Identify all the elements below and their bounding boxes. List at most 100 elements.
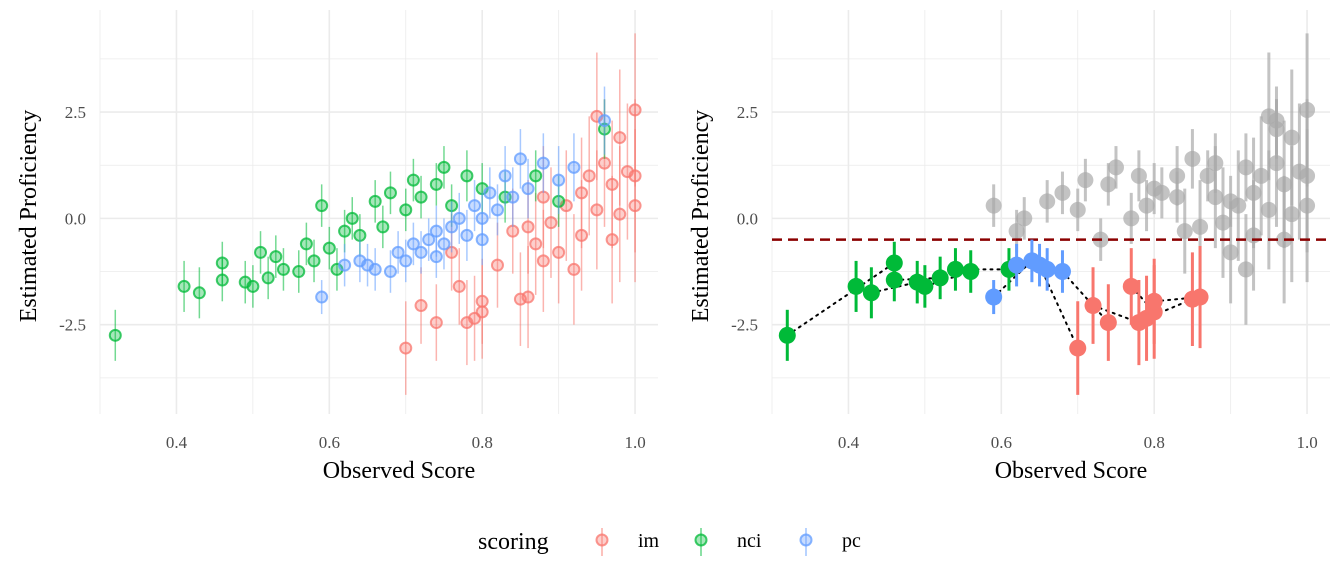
left-point-nci <box>215 273 229 287</box>
left-point-im <box>475 294 489 308</box>
left-point-im <box>613 131 627 145</box>
left-point-im <box>590 203 604 217</box>
right-point-nci <box>885 271 903 289</box>
right-point-background <box>1039 193 1056 210</box>
legend-key-point-nci <box>694 533 708 547</box>
left-point-pc <box>422 233 436 247</box>
right-point-im <box>1084 297 1102 315</box>
left-point-im <box>536 190 550 204</box>
right-point-nci <box>962 263 980 281</box>
left-point-nci <box>254 245 268 259</box>
left-y-tick-label: 0.0 <box>65 209 86 228</box>
left-point-nci <box>345 211 359 225</box>
right-point-background <box>1123 210 1140 227</box>
left-x-axis-title: Observed Score <box>323 458 476 484</box>
right-point-background <box>985 197 1002 214</box>
left-point-pc <box>490 203 504 217</box>
left-series-pc <box>315 86 611 315</box>
right-y-tick-label: 2.5 <box>737 103 758 122</box>
left-x-tick-label: 0.4 <box>166 433 188 452</box>
left-point-pc <box>437 237 451 251</box>
right-point-background <box>1184 150 1201 167</box>
right-point-im <box>1145 292 1163 310</box>
right-point-background <box>1069 201 1086 218</box>
legend-item-im: im <box>595 528 660 556</box>
left-point-nci <box>429 177 443 191</box>
right-x-axis-title: Observed Score <box>995 458 1148 484</box>
left-point-nci <box>108 328 122 342</box>
left-point-pc <box>552 173 566 187</box>
left-point-pc <box>383 265 397 279</box>
left-point-im <box>521 220 535 234</box>
right-point-background <box>1214 214 1231 231</box>
left-point-im <box>452 279 466 293</box>
legend-item-pc: pc <box>799 528 861 556</box>
left-point-pc <box>429 224 443 238</box>
left-point-nci <box>269 250 283 264</box>
right-point-background <box>1222 244 1239 261</box>
legend-label-im: im <box>638 530 660 552</box>
right-connector-line <box>786 262 896 337</box>
left-x-tick-label: 0.8 <box>472 433 493 452</box>
right-y-tick-label: 0.0 <box>737 209 758 228</box>
left-point-nci <box>414 190 428 204</box>
right-point-background <box>1260 108 1277 125</box>
right-point-background <box>1176 223 1193 240</box>
left-point-pc <box>597 114 611 128</box>
right-point-nci <box>916 277 934 295</box>
left-point-pc <box>391 245 405 259</box>
right-point-background <box>1207 189 1224 206</box>
left-point-pc <box>452 211 466 225</box>
left-point-pc <box>536 156 550 170</box>
legend-item-nci: nci <box>694 528 762 556</box>
right-point-background <box>1237 261 1254 278</box>
right-point-background <box>1245 227 1262 244</box>
left-y-axis-title: Estimated Proficiency <box>16 110 42 323</box>
left-point-im <box>552 245 566 259</box>
left-point-nci <box>368 194 382 208</box>
right-point-background <box>1192 218 1209 235</box>
legend-key-point-im <box>595 533 609 547</box>
right-y-axis-title: Estimated Proficiency <box>688 110 714 323</box>
left-point-pc <box>414 245 428 259</box>
right-point-nci <box>862 284 880 302</box>
left-point-im <box>399 341 413 355</box>
left-point-pc <box>406 237 420 251</box>
left-point-nci <box>529 169 543 183</box>
left-point-nci <box>299 237 313 251</box>
left-point-nci <box>460 169 474 183</box>
legend: scoring im nci pc <box>478 528 861 556</box>
left-point-im <box>613 207 627 221</box>
right-point-background <box>1237 159 1254 176</box>
right-point-background <box>1230 197 1247 214</box>
right-panel: 0.4 0.6 0.8 1.0 -2.5 0.0 2.5 Observed Score Esti… <box>688 10 1330 484</box>
right-point-pc <box>1038 260 1056 278</box>
right-point-background <box>1299 167 1316 184</box>
left-point-im <box>536 254 550 268</box>
legend-key-point-pc <box>799 533 813 547</box>
left-x-tick-label: 1.0 <box>624 433 645 452</box>
left-point-nci <box>437 160 451 174</box>
left-point-im <box>529 237 543 251</box>
right-point-background <box>1130 167 1147 184</box>
left-point-im <box>490 258 504 272</box>
left-point-pc <box>475 233 489 247</box>
left-point-im <box>628 169 642 183</box>
right-point-background <box>1283 206 1300 223</box>
right-gridlines <box>771 10 1330 414</box>
right-point-pc <box>1008 256 1026 274</box>
left-point-pc <box>338 258 352 272</box>
left-point-nci <box>192 286 206 300</box>
left-point-im <box>521 290 535 304</box>
right-connector-line <box>1061 270 1110 324</box>
left-point-nci <box>353 228 367 242</box>
right-point-background <box>1283 129 1300 146</box>
left-y-tick-label: 2.5 <box>65 103 86 122</box>
left-point-nci <box>246 279 260 293</box>
left-point-im <box>582 169 596 183</box>
right-point-background <box>1138 197 1155 214</box>
right-point-pc <box>985 288 1003 306</box>
left-point-pc <box>498 169 512 183</box>
right-point-nci <box>931 269 949 287</box>
left-point-nci <box>406 173 420 187</box>
